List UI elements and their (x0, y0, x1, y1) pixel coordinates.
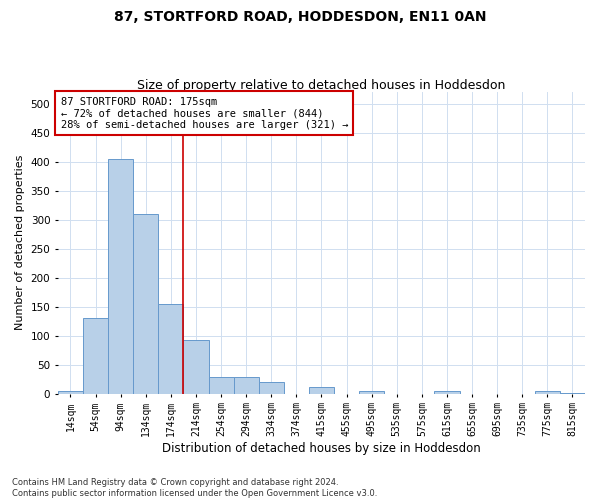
Text: 87, STORTFORD ROAD, HODDESDON, EN11 0AN: 87, STORTFORD ROAD, HODDESDON, EN11 0AN (114, 10, 486, 24)
Bar (233, 378, 259, 394)
Y-axis label: Number of detached properties: Number of detached properties (15, 155, 25, 330)
Bar (259, 382, 284, 394)
Bar (184, 340, 209, 394)
X-axis label: Distribution of detached houses by size in Hoddesdon: Distribution of detached houses by size … (162, 442, 481, 455)
Bar (359, 390, 384, 394)
Bar (58, 390, 83, 394)
Bar (309, 387, 334, 394)
Bar (560, 393, 585, 394)
Bar (535, 390, 560, 394)
Text: 87 STORTFORD ROAD: 175sqm
← 72% of detached houses are smaller (844)
28% of semi: 87 STORTFORD ROAD: 175sqm ← 72% of detac… (61, 96, 348, 130)
Bar (83, 318, 108, 394)
Bar (133, 214, 158, 394)
Bar (434, 390, 460, 394)
Bar (108, 158, 133, 394)
Bar (209, 378, 233, 394)
Bar (158, 304, 184, 394)
Title: Size of property relative to detached houses in Hoddesdon: Size of property relative to detached ho… (137, 79, 506, 92)
Text: Contains HM Land Registry data © Crown copyright and database right 2024.
Contai: Contains HM Land Registry data © Crown c… (12, 478, 377, 498)
